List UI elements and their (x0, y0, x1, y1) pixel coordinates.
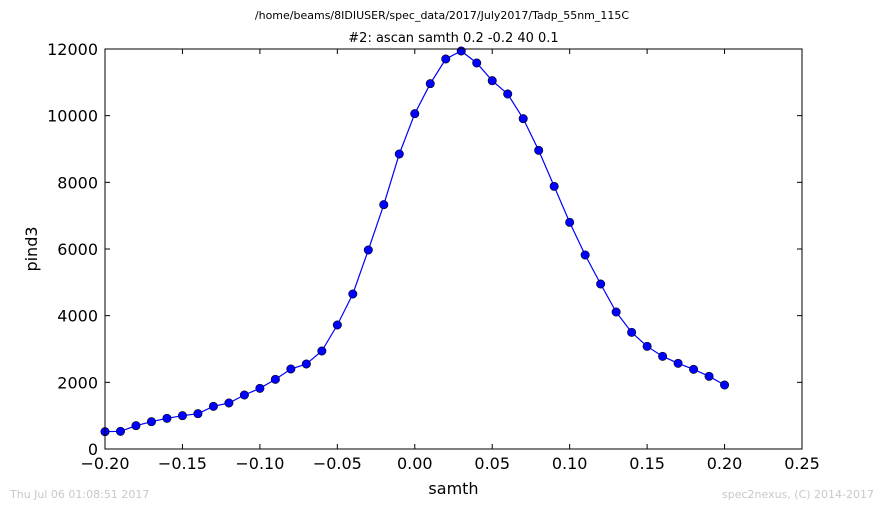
data-point (534, 145, 544, 155)
data-point (472, 58, 482, 68)
x-tick-label: 0.25 (784, 454, 820, 473)
data-point (286, 364, 296, 374)
data-point (317, 346, 327, 356)
x-tick-label: −0.10 (235, 454, 284, 473)
data-point (332, 320, 342, 330)
data-point (549, 181, 559, 191)
data-point (596, 279, 606, 289)
x-tick-label: −0.20 (80, 454, 129, 473)
x-axis: −0.20 −0.15 −0.10 −0.05 0.00 0.05 0.10 0.15 0.20… (80, 49, 820, 473)
data-point (704, 371, 714, 381)
data-point (224, 398, 234, 408)
data-point (580, 250, 590, 260)
series-line (104, 50, 725, 433)
x-tick-label: −0.15 (158, 454, 207, 473)
series-layer (100, 46, 730, 437)
plot-frame (104, 48, 803, 450)
data-point (379, 200, 389, 210)
data-point (115, 426, 125, 436)
data-point (689, 364, 699, 374)
x-tick-label: 0.00 (397, 454, 433, 473)
chart-title: #2: ascan samth 0.2 -0.2 40 0.1 (348, 31, 558, 46)
data-point (456, 46, 466, 56)
data-point (255, 383, 265, 393)
x-axis-label: samth (428, 479, 478, 498)
data-point (410, 109, 420, 119)
data-point (363, 245, 373, 255)
y-axis-label: pind3 (22, 226, 41, 271)
y-tick-label: 8000 (57, 173, 98, 192)
data-point (642, 341, 652, 351)
data-point (394, 149, 404, 159)
data-point (146, 417, 156, 427)
data-point (425, 79, 435, 89)
data-point (131, 421, 141, 431)
data-point (162, 413, 172, 423)
x-tick-label: 0.20 (707, 454, 743, 473)
y-tick-label: 6000 (57, 240, 98, 259)
y-tick-label: 10000 (47, 107, 98, 126)
figure-suptitle: /home/beams/8IDIUSER/spec_data/2017/July… (254, 9, 630, 22)
y-tick-label: 0 (88, 440, 98, 459)
data-point (627, 327, 637, 337)
data-point (503, 89, 513, 99)
y-tick-label: 12000 (47, 40, 98, 59)
data-point (301, 359, 311, 369)
y-tick-label: 2000 (57, 373, 98, 392)
data-point (441, 54, 451, 64)
data-point (611, 307, 621, 317)
timestamp-text: Thu Jul 06 01:08:51 2017 (10, 488, 150, 501)
credit-text: spec2nexus, (C) 2014-2017 (722, 488, 874, 501)
data-point (193, 409, 203, 419)
data-point (208, 401, 218, 411)
data-point (348, 289, 358, 299)
data-point (720, 380, 730, 390)
x-tick-label: 0.15 (629, 454, 665, 473)
data-point (518, 114, 528, 124)
x-tick-label: −0.05 (313, 454, 362, 473)
y-tick-label: 4000 (57, 307, 98, 326)
data-point (177, 411, 187, 421)
x-tick-label: 0.10 (552, 454, 588, 473)
data-point (239, 390, 249, 400)
data-point (487, 76, 497, 86)
data-point (565, 217, 575, 227)
y-axis: 0 2000 4000 6000 8000 10000 12000 (47, 40, 802, 459)
x-tick-label: 0.05 (474, 454, 510, 473)
data-point (658, 351, 668, 361)
data-point (270, 374, 280, 384)
data-point (673, 358, 683, 368)
